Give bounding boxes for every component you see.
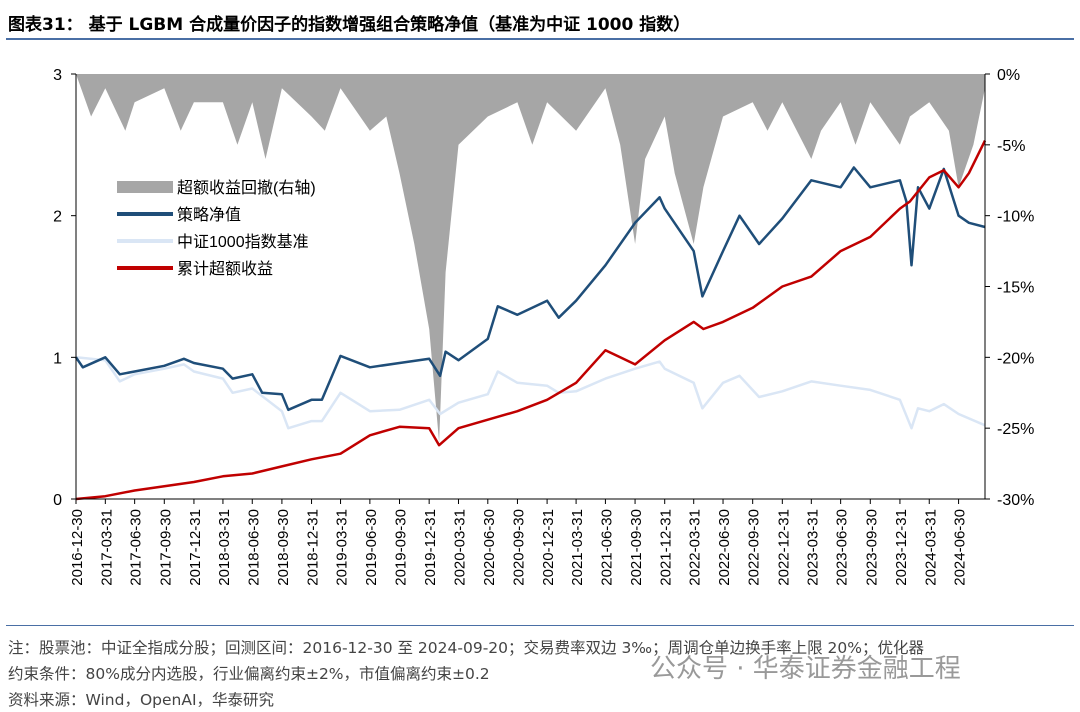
x-tick-label: 2019-06-30: [363, 509, 380, 586]
x-tick-label: 2021-12-31: [658, 509, 675, 586]
right-tick-label: -25%: [997, 421, 1034, 438]
figure-title: 图表31： 基于 LGBM 合成量价因子的指数增强组合策略净值（基准为中证 10…: [8, 15, 691, 35]
x-tick-label: 2023-03-31: [804, 509, 821, 586]
legend-label: 中证1000指数基准: [177, 233, 309, 251]
note-line-1: 注：股票池：中证全指成分股；回测区间：2016-12-30 至 2024-09-…: [8, 639, 924, 657]
watermark: 公众号 · 华泰证券金融工程: [650, 654, 961, 684]
x-tick-label: 2017-03-31: [98, 509, 115, 586]
right-tick-label: -20%: [997, 350, 1034, 367]
x-tick-label: 2020-09-30: [510, 509, 527, 586]
x-tick-label: 2023-06-30: [834, 509, 851, 586]
chart: 0 1 2 3 0% -5% -10% -15% -20% -25% -30% 2016-12-30 2…: [53, 67, 1034, 586]
left-tick-label: 3: [53, 67, 62, 84]
right-tick-label: 0%: [997, 67, 1020, 84]
x-tick-label: 2019-09-30: [393, 509, 410, 586]
x-tick-label: 2020-03-31: [451, 509, 468, 586]
left-tick-label: 1: [53, 350, 62, 367]
x-tick-label: 2022-06-30: [716, 509, 733, 586]
title-rule: [6, 38, 1074, 40]
right-tick-label: -30%: [997, 492, 1034, 509]
x-tick-label: 2023-12-31: [893, 509, 910, 586]
x-tick-label: 2019-12-31: [422, 509, 439, 586]
drawdown-area: [76, 74, 985, 443]
series-line-3: [75, 140, 987, 501]
x-tick-label: 2018-06-30: [245, 509, 262, 586]
x-tick-label: 2021-06-30: [598, 509, 615, 586]
right-tick-label: -10%: [997, 209, 1034, 226]
source-line: 资料来源：Wind，OpenAI，华泰研究: [8, 691, 275, 709]
x-tick-label: 2018-03-31: [216, 509, 233, 586]
x-tick-label: 2019-03-31: [334, 509, 351, 586]
x-tick-label: 2016-12-30: [69, 509, 86, 586]
right-tick-label: -5%: [997, 138, 1025, 155]
x-tick-label: 2024-06-30: [952, 509, 969, 586]
right-tick-label: -15%: [997, 280, 1034, 297]
legend-swatch: [117, 181, 173, 193]
x-tick-label: 2022-03-31: [687, 509, 704, 586]
footer-rule: [6, 625, 1074, 626]
left-tick-label: 0: [53, 492, 62, 509]
x-tick-label: 2018-09-30: [275, 509, 292, 586]
x-tick-label: 2020-12-31: [540, 509, 557, 586]
x-tick-label: 2017-06-30: [128, 509, 145, 586]
x-tick-label: 2018-12-31: [305, 509, 322, 586]
x-tick-label: 2022-09-30: [746, 509, 763, 586]
x-tick-label: 2020-06-30: [481, 509, 498, 586]
series-line-2: [75, 356, 986, 430]
legend-label: 策略净值: [177, 206, 241, 224]
x-tick-label: 2022-12-31: [775, 509, 792, 586]
series-line-1: [74, 166, 986, 412]
note-line-2: 约束条件：80%成分内选股，行业偏离约束±2%，市值偏离约束±0.2: [8, 665, 490, 683]
x-tick-label: 2017-09-30: [157, 509, 174, 586]
x-tick-label: 2021-09-30: [628, 509, 645, 586]
legend-label: 超额收益回撤(右轴): [177, 179, 316, 197]
x-tick-label: 2024-03-31: [922, 509, 939, 586]
x-tick-label: 2023-09-30: [863, 509, 880, 586]
x-tick-label: 2021-03-31: [569, 509, 586, 586]
left-tick-label: 2: [53, 209, 62, 226]
x-tick-label: 2017-12-31: [187, 509, 204, 586]
legend-label: 累计超额收益: [177, 260, 273, 278]
